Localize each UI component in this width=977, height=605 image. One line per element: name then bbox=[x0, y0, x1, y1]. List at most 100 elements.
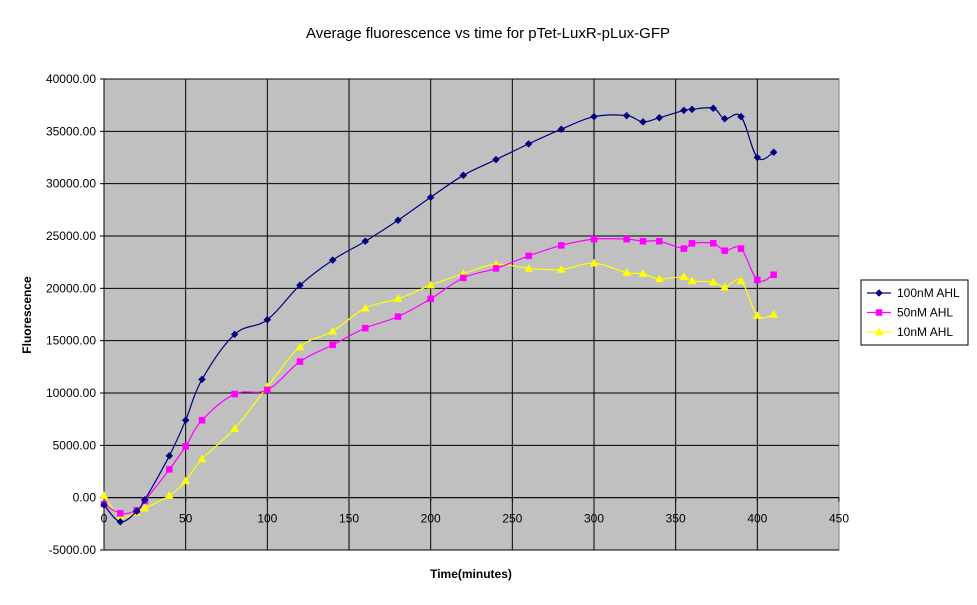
data-point bbox=[165, 451, 174, 460]
x-tick-label: 450 bbox=[829, 512, 849, 526]
data-point bbox=[132, 507, 141, 516]
x-tick-label: 100 bbox=[257, 512, 277, 526]
data-point bbox=[589, 258, 599, 267]
data-point bbox=[100, 501, 108, 509]
x-tick-label: 200 bbox=[421, 512, 441, 526]
data-point bbox=[656, 237, 663, 245]
data-point bbox=[230, 424, 240, 432]
x-axis-label: Time(minutes) bbox=[430, 567, 512, 581]
data-point bbox=[639, 118, 647, 126]
data-point bbox=[688, 105, 696, 114]
data-point bbox=[329, 341, 336, 349]
data-point bbox=[460, 274, 467, 282]
axes: -5000.00 0.00 5000.00 10000.00 15000.00 20000… bbox=[46, 72, 849, 557]
data-point bbox=[231, 390, 238, 398]
data-point bbox=[264, 386, 271, 394]
data-point bbox=[263, 315, 272, 324]
data-point bbox=[426, 280, 436, 289]
data-point bbox=[720, 114, 729, 123]
data-point bbox=[116, 517, 125, 526]
data-point bbox=[720, 282, 730, 291]
x-tick-label: 50 bbox=[179, 512, 193, 526]
y-axis-label: Fluorescence bbox=[20, 276, 34, 354]
series-10nm-ahl bbox=[99, 258, 779, 520]
data-point bbox=[655, 113, 664, 122]
data-point bbox=[639, 237, 647, 245]
data-point bbox=[769, 309, 779, 318]
y-tick-label: 25000.00 bbox=[46, 229, 96, 243]
y-tick-label: 15000.00 bbox=[46, 334, 96, 348]
x-tick-label: 250 bbox=[502, 512, 522, 526]
data-point bbox=[99, 491, 109, 499]
y-tick-label: -5000.00 bbox=[49, 543, 97, 557]
data-point bbox=[394, 313, 402, 320]
data-point bbox=[117, 510, 124, 517]
data-point bbox=[709, 240, 717, 247]
series-50nm-ahl bbox=[100, 235, 777, 517]
data-point bbox=[708, 277, 718, 286]
data-point bbox=[197, 454, 207, 463]
x-tick-label: 150 bbox=[339, 512, 359, 526]
data-point bbox=[752, 311, 762, 319]
data-point bbox=[721, 247, 728, 254]
y-tick-label: 20000.00 bbox=[46, 281, 96, 295]
y-tick-label: 40000.00 bbox=[46, 72, 96, 86]
data-point bbox=[181, 476, 191, 485]
x-tick-label: 400 bbox=[747, 512, 767, 526]
data-point bbox=[709, 104, 718, 113]
data-point bbox=[556, 264, 566, 273]
y-tick-label: 0.00 bbox=[73, 491, 97, 505]
data-point bbox=[393, 294, 403, 303]
data-point bbox=[524, 140, 533, 148]
data-point bbox=[754, 276, 761, 284]
data-point bbox=[296, 281, 304, 290]
data-point bbox=[558, 242, 565, 249]
data-point bbox=[492, 155, 500, 164]
data-point bbox=[459, 171, 468, 180]
data-point bbox=[623, 235, 630, 243]
data-point bbox=[736, 276, 746, 285]
data-point bbox=[140, 503, 150, 512]
data-point bbox=[328, 256, 337, 264]
legend: 100nM AHL 50nM AHL 10nM AHL bbox=[860, 279, 969, 346]
y-tick-label: 5000.00 bbox=[53, 438, 97, 452]
data-point bbox=[687, 276, 697, 285]
legend-swatch-marker bbox=[875, 309, 883, 316]
data-point bbox=[362, 324, 369, 332]
chart-title: Average fluorescence vs time for pTet-Lu… bbox=[306, 25, 670, 42]
data-point bbox=[360, 303, 370, 312]
data-point bbox=[198, 375, 206, 384]
data-point bbox=[166, 466, 173, 473]
data-point bbox=[140, 495, 149, 504]
data-point bbox=[295, 342, 305, 351]
data-point bbox=[296, 358, 304, 365]
data-point bbox=[688, 240, 696, 247]
legend-label: 50nM AHL bbox=[897, 306, 953, 320]
legend-swatch-marker bbox=[875, 289, 883, 297]
data-point bbox=[753, 153, 762, 162]
data-point bbox=[557, 125, 566, 134]
data-point bbox=[182, 443, 189, 450]
legend-label: 10nM AHL bbox=[897, 325, 953, 339]
series-layer bbox=[99, 104, 779, 526]
data-point bbox=[622, 111, 631, 120]
data-point bbox=[394, 216, 402, 225]
legend-item: 50nM AHL bbox=[867, 306, 953, 320]
data-point bbox=[770, 271, 777, 278]
plot-area bbox=[103, 78, 840, 551]
data-point bbox=[328, 326, 338, 335]
data-point bbox=[230, 330, 239, 339]
data-point bbox=[654, 274, 664, 283]
data-point bbox=[426, 193, 435, 202]
data-point bbox=[638, 269, 648, 277]
legend-label: 100nM AHL bbox=[897, 286, 960, 300]
data-point bbox=[525, 252, 532, 260]
data-point bbox=[181, 416, 190, 425]
data-point bbox=[622, 268, 632, 276]
data-point bbox=[590, 235, 598, 243]
data-point bbox=[769, 148, 778, 157]
legend-item: 10nM AHL bbox=[867, 325, 953, 339]
x-tick-label: 300 bbox=[584, 512, 604, 526]
